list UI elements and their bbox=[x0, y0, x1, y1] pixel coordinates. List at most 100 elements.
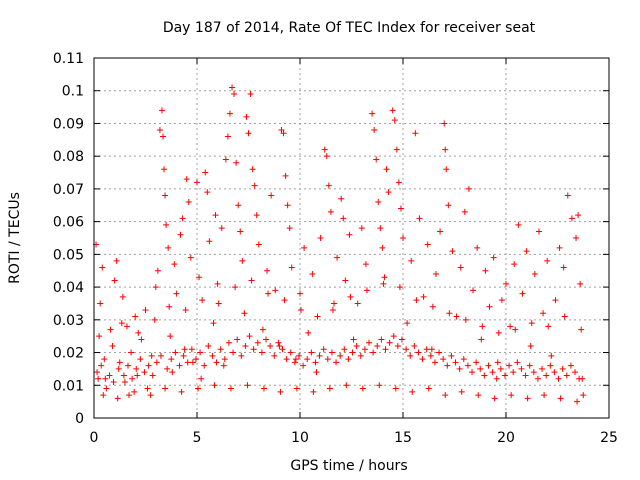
data-point bbox=[349, 349, 356, 356]
data-point bbox=[576, 375, 583, 382]
data-point bbox=[157, 352, 164, 359]
data-point bbox=[196, 274, 203, 281]
data-point bbox=[172, 349, 179, 356]
data-points bbox=[93, 84, 587, 405]
data-point bbox=[327, 208, 334, 215]
data-point bbox=[469, 369, 476, 376]
data-point bbox=[419, 356, 426, 363]
data-point bbox=[444, 362, 451, 369]
data-point bbox=[428, 346, 435, 353]
y-tick-label: 0.02 bbox=[53, 346, 84, 362]
data-point bbox=[97, 300, 104, 307]
data-point bbox=[544, 257, 551, 264]
plot-frame bbox=[93, 57, 610, 419]
data-point bbox=[280, 130, 287, 137]
data-point bbox=[313, 369, 320, 376]
data-point bbox=[563, 372, 570, 379]
data-point bbox=[329, 307, 336, 313]
data-point bbox=[503, 280, 509, 287]
data-point bbox=[464, 362, 471, 369]
data-point bbox=[515, 221, 522, 228]
data-point bbox=[160, 133, 167, 140]
data-point bbox=[432, 271, 439, 277]
data-point bbox=[404, 320, 411, 327]
data-point bbox=[133, 365, 140, 372]
data-point bbox=[572, 369, 579, 376]
y-tick-labels: 0 0.01 0.02 0.03 0.04 0.05 0.06 0.07 0.08 0.09 0.1… bbox=[53, 51, 84, 427]
data-point bbox=[197, 349, 204, 356]
data-point bbox=[131, 388, 138, 395]
data-point bbox=[222, 156, 229, 163]
data-point bbox=[429, 303, 436, 310]
data-point bbox=[491, 395, 498, 402]
x-tick-label: 0 bbox=[90, 430, 99, 446]
data-point bbox=[169, 369, 176, 376]
data-point bbox=[272, 287, 279, 294]
data-point bbox=[413, 297, 420, 304]
data-point bbox=[314, 313, 321, 320]
data-point bbox=[380, 280, 387, 287]
data-point bbox=[265, 290, 272, 297]
data-point bbox=[166, 303, 173, 310]
data-point bbox=[457, 264, 464, 271]
data-point bbox=[239, 257, 246, 264]
data-point bbox=[263, 336, 270, 343]
data-point bbox=[474, 244, 481, 251]
data-point bbox=[308, 349, 315, 356]
data-point bbox=[540, 310, 547, 317]
data-point bbox=[147, 392, 154, 399]
data-point bbox=[171, 261, 178, 268]
y-tick-label: 0.09 bbox=[53, 116, 84, 132]
data-point bbox=[449, 248, 456, 255]
data-point bbox=[545, 323, 552, 330]
data-point bbox=[409, 388, 416, 395]
data-point bbox=[312, 359, 319, 366]
data-point bbox=[164, 365, 171, 372]
data-point bbox=[539, 365, 546, 372]
data-point bbox=[462, 316, 469, 323]
data-point bbox=[325, 182, 332, 189]
data-point bbox=[221, 356, 228, 363]
data-point bbox=[330, 300, 337, 307]
data-point bbox=[96, 333, 103, 340]
data-point bbox=[477, 365, 484, 372]
data-point bbox=[452, 359, 459, 366]
data-point bbox=[211, 382, 218, 389]
data-point bbox=[189, 359, 196, 366]
data-point bbox=[225, 339, 232, 346]
data-point bbox=[423, 346, 430, 353]
data-point bbox=[358, 225, 365, 232]
data-point bbox=[403, 346, 410, 353]
data-point bbox=[226, 110, 233, 117]
data-point bbox=[267, 343, 274, 349]
data-point bbox=[424, 241, 431, 248]
data-point bbox=[113, 257, 120, 264]
data-point bbox=[568, 215, 575, 222]
data-point bbox=[188, 346, 195, 353]
data-point bbox=[292, 356, 299, 363]
data-point bbox=[486, 303, 493, 310]
data-point bbox=[541, 392, 548, 399]
data-point bbox=[161, 166, 168, 173]
data-point bbox=[99, 264, 106, 271]
data-point bbox=[152, 284, 159, 291]
data-point bbox=[210, 320, 217, 327]
data-point bbox=[138, 336, 145, 343]
data-point bbox=[110, 379, 117, 385]
data-point bbox=[431, 359, 438, 366]
data-point bbox=[548, 352, 555, 359]
data-point bbox=[102, 375, 109, 382]
data-point bbox=[132, 313, 139, 320]
data-point bbox=[244, 382, 251, 389]
data-point bbox=[512, 326, 519, 333]
data-point bbox=[561, 313, 568, 320]
data-point bbox=[212, 212, 219, 219]
data-point bbox=[478, 336, 485, 343]
data-point bbox=[250, 346, 257, 353]
data-point bbox=[119, 293, 126, 300]
data-point bbox=[284, 202, 291, 209]
data-point bbox=[123, 323, 130, 330]
data-point bbox=[238, 352, 245, 359]
x-tick-label: 5 bbox=[193, 430, 202, 446]
